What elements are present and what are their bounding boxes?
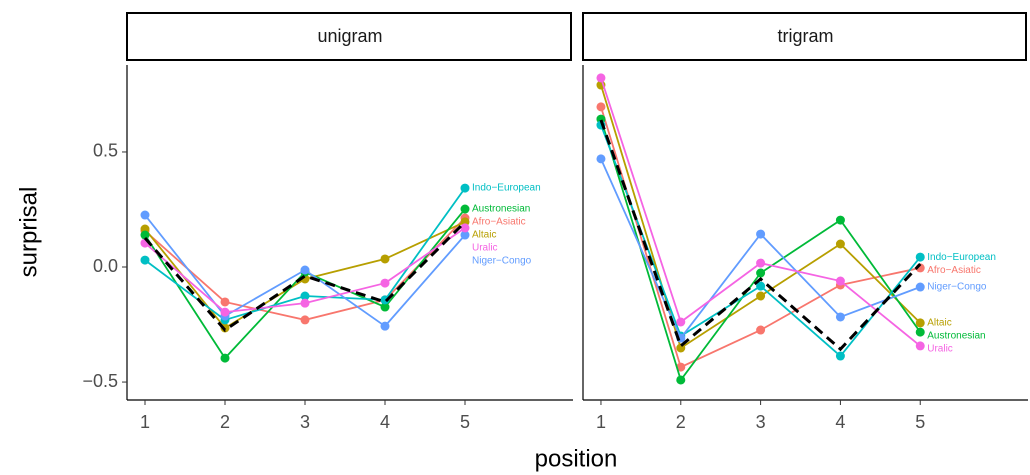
series-label: Afro−Asiatic: [472, 217, 526, 228]
series-label: Uralic: [472, 243, 498, 254]
point: [596, 102, 606, 112]
x-tick-label: 4: [835, 412, 845, 432]
x-tick-label: 1: [140, 412, 150, 432]
x-axis-title: position: [535, 445, 618, 472]
series-label: Niger−Congo: [927, 282, 987, 293]
x-tick-label: 3: [756, 412, 766, 432]
point: [140, 255, 150, 265]
point: [380, 321, 390, 331]
series-label: Austronesian: [927, 331, 985, 342]
point: [756, 325, 766, 335]
point: [140, 230, 150, 240]
facet-strip: [582, 12, 1027, 61]
point: [220, 297, 230, 307]
point: [915, 327, 925, 337]
point: [300, 291, 310, 301]
series-label: Altaic: [927, 318, 951, 329]
point: [756, 258, 766, 268]
series-label: Niger−Congo: [472, 256, 532, 267]
series-label: Afro−Asiatic: [927, 265, 981, 276]
y-tick-label: −0.5: [82, 371, 118, 391]
point: [756, 281, 766, 291]
point: [756, 229, 766, 239]
point: [596, 154, 606, 164]
point: [835, 312, 845, 322]
point: [915, 341, 925, 351]
facet-title: trigram: [777, 26, 833, 46]
point: [676, 317, 686, 327]
point: [380, 278, 390, 288]
series-line: [600, 84, 921, 350]
point: [915, 318, 925, 328]
x-tick-label: 2: [220, 412, 230, 432]
y-tick-label: 0.0: [93, 256, 118, 276]
series-label: Indo−European: [472, 183, 541, 194]
point: [300, 265, 310, 275]
point: [676, 362, 686, 372]
series-label: Austronesian: [472, 204, 530, 215]
point: [835, 276, 845, 286]
point: [380, 254, 390, 264]
point: [596, 73, 606, 83]
point: [915, 282, 925, 292]
y-tick-label: 0.5: [93, 141, 118, 161]
point: [835, 351, 845, 361]
point: [915, 252, 925, 262]
point: [676, 375, 686, 385]
point: [220, 353, 230, 363]
point: [460, 230, 470, 240]
point: [220, 307, 230, 317]
point: [140, 210, 150, 220]
point: [300, 315, 310, 325]
series-label: Altaic: [472, 230, 496, 241]
facet-title: unigram: [317, 26, 382, 46]
x-tick-label: 5: [915, 412, 925, 432]
point: [460, 223, 470, 233]
facet-strip: [126, 12, 572, 61]
x-tick-label: 5: [460, 412, 470, 432]
point: [756, 291, 766, 301]
mean-line: [599, 119, 922, 352]
x-tick-label: 1: [596, 412, 606, 432]
series-line: [600, 158, 921, 340]
point: [380, 302, 390, 312]
point: [835, 239, 845, 249]
mean-line: [143, 220, 467, 333]
series-label: Uralic: [927, 344, 953, 355]
point: [460, 204, 470, 214]
x-tick-label: 3: [300, 412, 310, 432]
point: [835, 215, 845, 225]
y-axis-title: surprisal: [15, 187, 42, 278]
point: [460, 183, 470, 193]
x-tick-label: 4: [380, 412, 390, 432]
point: [300, 298, 310, 308]
point: [756, 268, 766, 278]
series-label: Indo−European: [927, 252, 996, 263]
x-tick-label: 2: [676, 412, 686, 432]
